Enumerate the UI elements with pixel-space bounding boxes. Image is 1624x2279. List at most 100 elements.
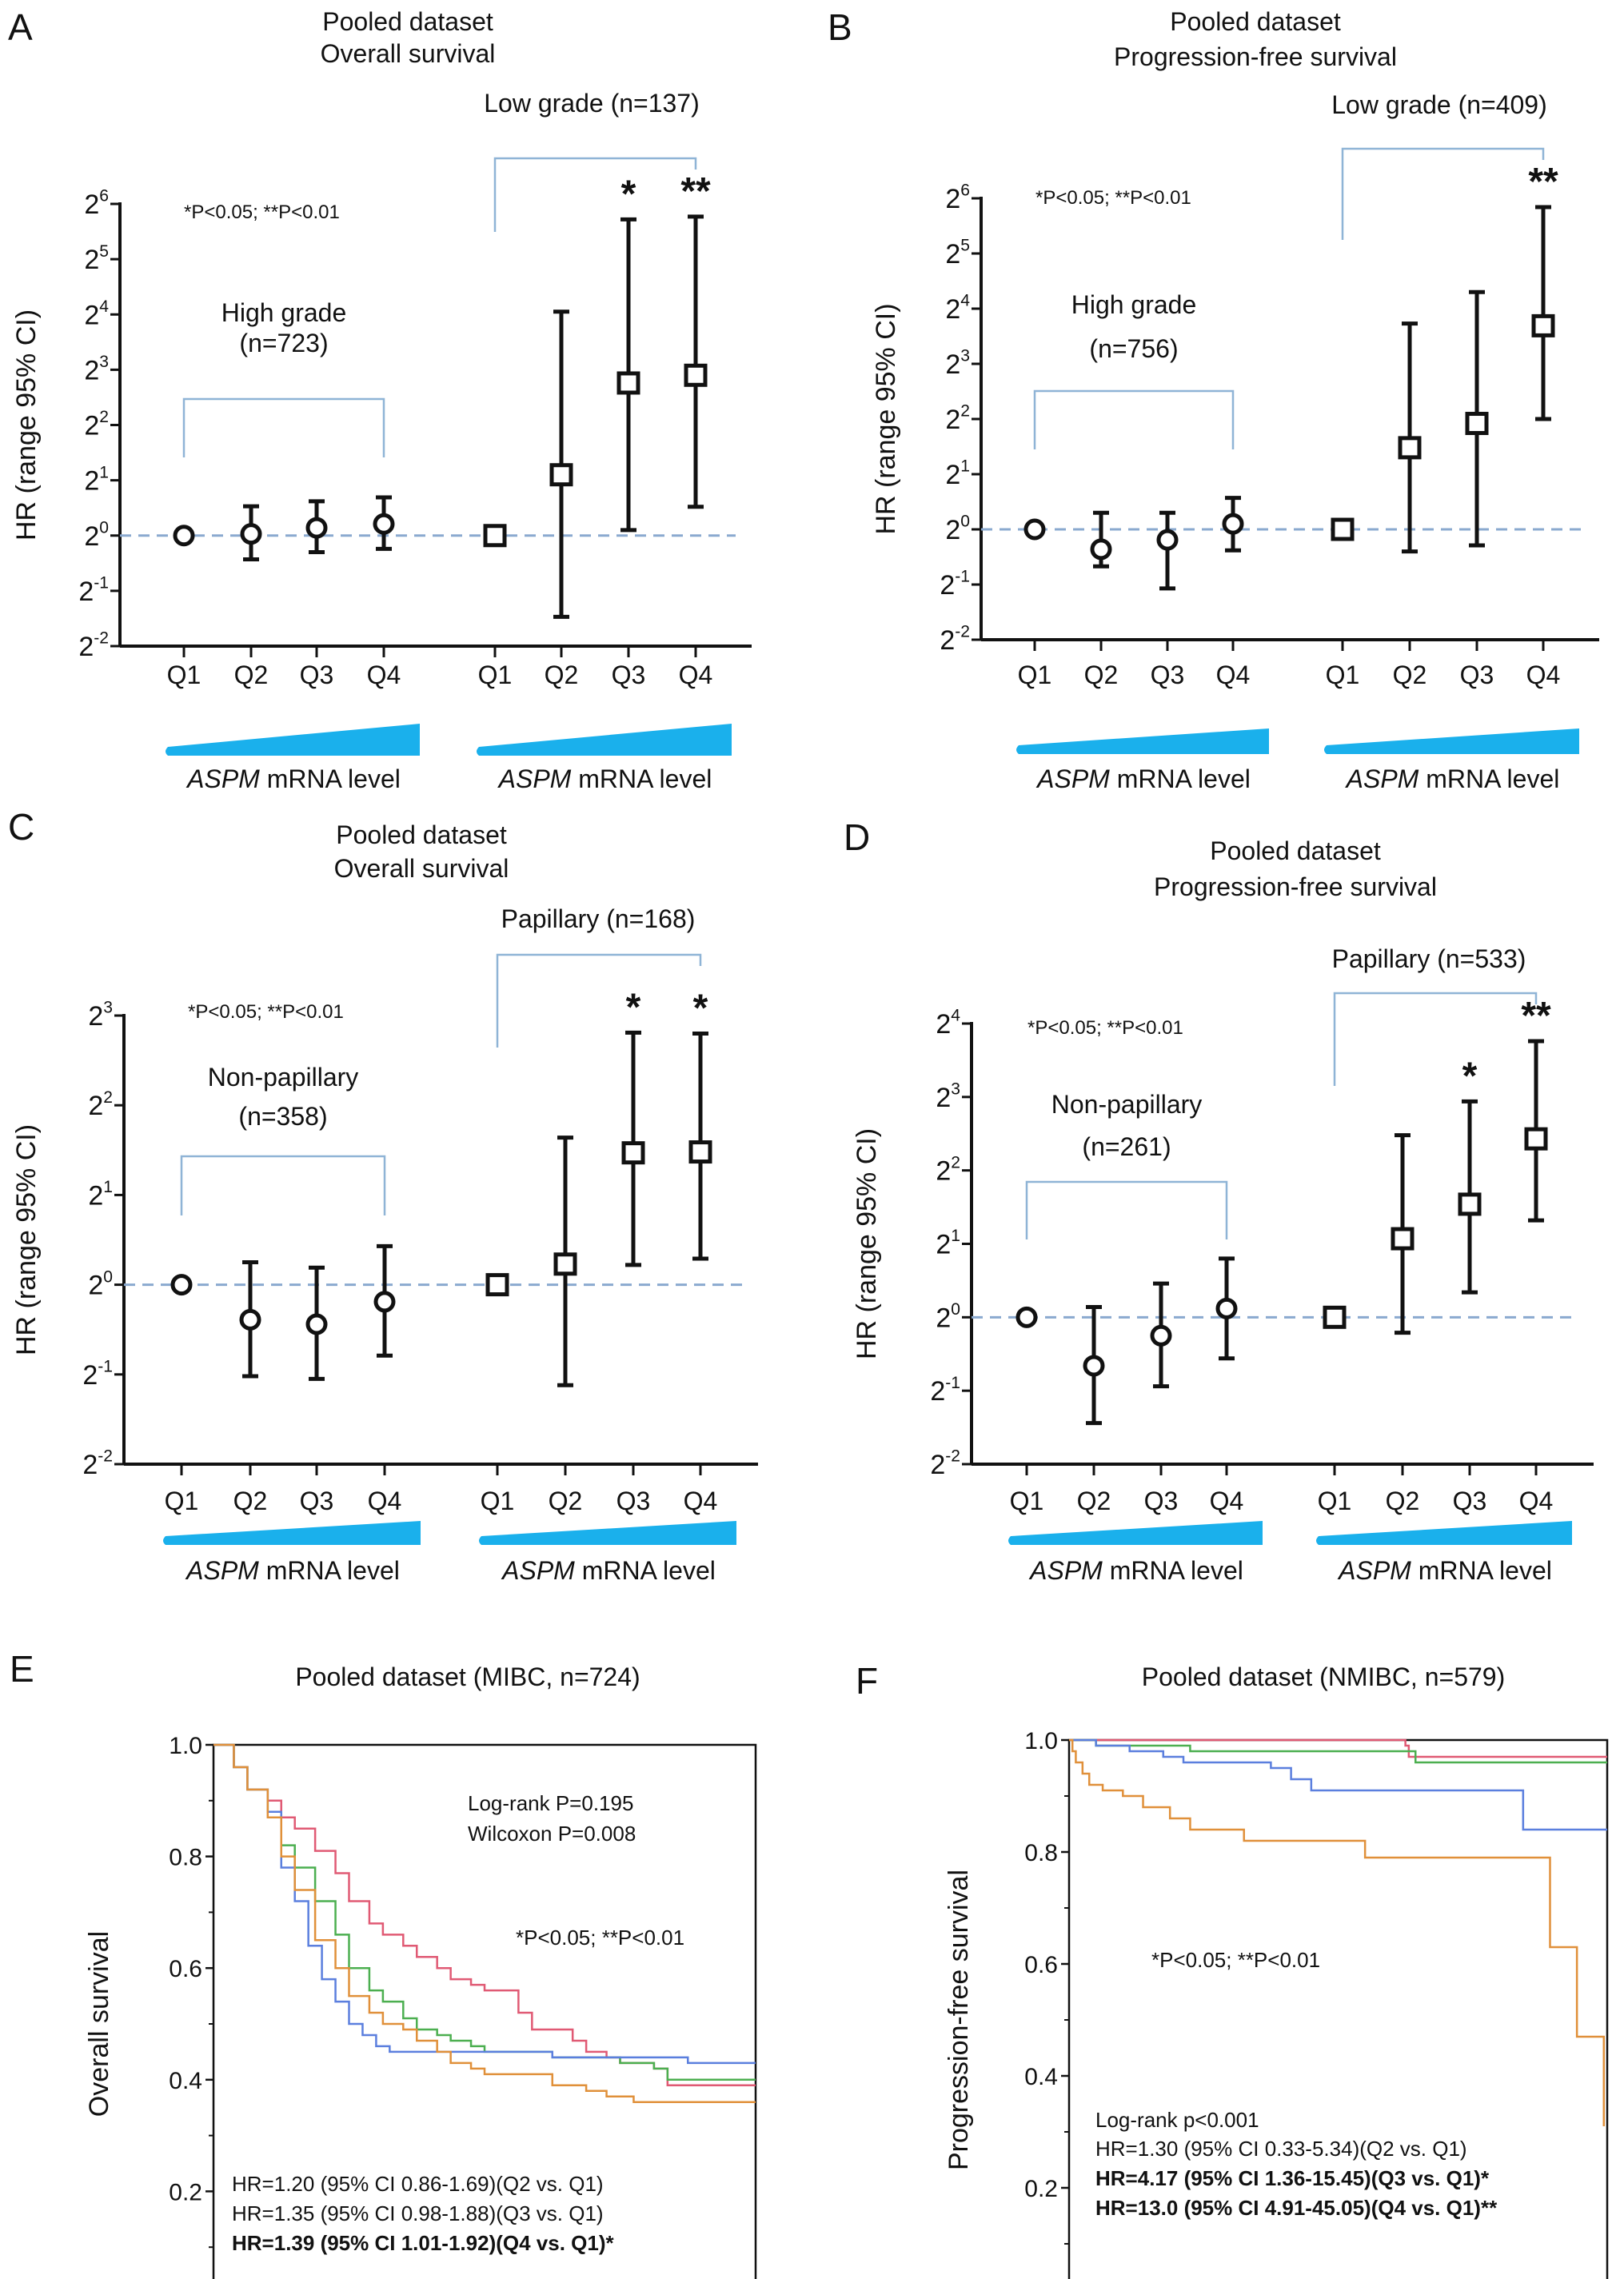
- panel-F: F Pooled dataset (NMIBC, n=579) Progressio…: [856, 1660, 1609, 2279]
- y-tick-label: 22: [84, 408, 109, 441]
- hr-annotation: HR=1.20 (95% CI 0.86-1.69)(Q2 vs. Q1): [232, 2172, 604, 2196]
- km-curve-q1: [1069, 1738, 1607, 1758]
- hr-point-circle: [240, 523, 262, 545]
- x-tick-label: Q1: [1326, 661, 1360, 689]
- hr-point-circle: [1215, 1297, 1238, 1319]
- panel-title-line-2: Overall survival: [334, 854, 509, 883]
- panel-E: E Pooled dataset (MIBC, n=724) Overall sur…: [10, 1648, 757, 2279]
- panel-title-line-2: Overall survival: [321, 39, 496, 68]
- significance-star: **: [1528, 161, 1558, 203]
- y-tick-label: 20: [945, 513, 970, 545]
- y-tick-label: 1.0: [1024, 1728, 1058, 1754]
- gene-name: ASPM: [185, 1556, 259, 1585]
- panel-letter: E: [10, 1648, 34, 1690]
- hr-annotation: HR=1.39 (95% CI 1.01-1.92)(Q4 vs. Q1)*: [232, 2231, 615, 2255]
- hr-point-square: [1398, 436, 1422, 460]
- y-tick-label: 24: [936, 1007, 960, 1040]
- panel-A: A Pooled dataset Overall survival HR (range…: [8, 6, 752, 793]
- gradient-label-rest: mRNA level: [1103, 1556, 1243, 1585]
- mrna-gradient-wedge: [479, 1521, 736, 1545]
- y-tick-label: 22: [936, 1153, 960, 1186]
- mrna-gradient-wedge: [163, 1521, 421, 1545]
- panel-letter: C: [8, 806, 34, 848]
- hr-point-circle: [373, 513, 395, 535]
- stats-text: Log-rank p<0.001: [1095, 2108, 1259, 2132]
- gene-name: ASPM: [1337, 1556, 1411, 1585]
- hr-point-circle: [239, 1308, 261, 1331]
- y-tick-label: 2-1: [940, 568, 970, 601]
- group-bracket: [1333, 992, 1538, 1086]
- mrna-gradient-wedge: [1008, 1521, 1263, 1545]
- x-tick-label: Q3: [1453, 1487, 1487, 1515]
- y-axis-label: HR (range 95% CI): [852, 1128, 882, 1359]
- group-label: Papillary (n=168): [501, 904, 696, 933]
- y-tick-label: 23: [936, 1080, 960, 1113]
- y-tick-label: 26: [84, 187, 109, 220]
- y-tick-label: 25: [84, 242, 109, 275]
- hr-point-circle: [1150, 1324, 1172, 1347]
- gradient-label: ASPM mRNA level: [1337, 1556, 1552, 1585]
- stats-text: Log-rank P=0.195: [468, 1791, 633, 1815]
- y-tick-label: 2-1: [82, 1358, 113, 1391]
- significance-star: **: [680, 170, 711, 213]
- km-curve-q4: [213, 1743, 756, 2103]
- hr-annotation: HR=4.17 (95% CI 1.36-15.45)(Q3 vs. Q1)*: [1095, 2166, 1490, 2190]
- hr-point-circle: [170, 1274, 193, 1296]
- significance-star: *: [621, 173, 636, 215]
- hr-point-square: [616, 371, 640, 395]
- x-tick-label: Q2: [1393, 661, 1427, 689]
- group-bracket: [1341, 147, 1545, 240]
- hr-point-square: [688, 1140, 712, 1164]
- gradient-label: ASPM mRNA level: [1035, 764, 1251, 793]
- panel-letter: D: [844, 816, 870, 858]
- x-tick-label: Q1: [481, 1487, 515, 1515]
- hr-point-square: [1465, 412, 1489, 436]
- significance-note: *P<0.05; **P<0.01: [1035, 187, 1191, 209]
- panel-D: D Pooled dataset Progression-free survival…: [844, 816, 1594, 1585]
- gradient-label-rest: mRNA level: [1419, 764, 1559, 793]
- y-tick-label: 24: [945, 292, 970, 325]
- mrna-gradient-wedge: [1016, 728, 1269, 754]
- y-tick-label: 21: [84, 463, 109, 496]
- y-tick-label: 2-2: [930, 1447, 960, 1480]
- y-tick-label: 23: [84, 353, 109, 385]
- hr-point-square: [1331, 517, 1355, 541]
- hr-annotation: HR=13.0 (95% CI 4.91-45.05)(Q4 vs. Q1)**: [1095, 2196, 1498, 2220]
- panel-title: Pooled dataset (MIBC, n=724): [295, 1662, 640, 1691]
- gradient-label-rest: mRNA level: [1411, 1556, 1552, 1585]
- group-label-line-1: Non-papillary: [1051, 1090, 1203, 1119]
- y-tick-label: 22: [88, 1088, 113, 1121]
- y-tick-label: 0.4: [169, 2068, 202, 2094]
- gene-name: ASPM: [1035, 764, 1110, 793]
- gradient-label-rest: mRNA level: [259, 1556, 400, 1585]
- x-tick-label: Q3: [616, 1487, 651, 1515]
- panel-title-line-1: Pooled dataset: [336, 820, 507, 849]
- y-tick-label: 0.4: [1024, 2064, 1058, 2090]
- gradient-label: ASPM mRNA level: [501, 1556, 716, 1585]
- hr-point-circle: [1156, 529, 1179, 551]
- group-bracket: [496, 953, 702, 1048]
- panel-title-line-1: Pooled dataset: [1170, 7, 1341, 36]
- y-tick-label: 0.6: [1024, 1952, 1058, 1978]
- mrna-gradient-wedge: [1316, 1521, 1572, 1545]
- y-tick-label: 20: [84, 518, 109, 551]
- group-label-line-2: (n=261): [1082, 1132, 1171, 1161]
- y-tick-label: 0.2: [169, 2179, 202, 2205]
- gradient-label: ASPM mRNA level: [1345, 764, 1560, 793]
- significance-note: *P<0.05; **P<0.01: [184, 202, 340, 223]
- y-tick-label: 1.0: [169, 1733, 202, 1759]
- x-tick-label: Q2: [1077, 1487, 1111, 1515]
- significance-note: *P<0.05; **P<0.01: [1027, 1017, 1183, 1039]
- panel-letter: A: [8, 6, 33, 48]
- x-tick-label: Q4: [1519, 1487, 1554, 1515]
- x-tick-label: Q2: [1084, 661, 1119, 689]
- y-axis-label: HR (range 95% CI): [11, 309, 42, 541]
- x-tick-label: Q1: [165, 1487, 199, 1515]
- hr-point-square: [621, 1141, 645, 1165]
- group-bracket: [182, 397, 385, 457]
- x-tick-label: Q1: [1018, 661, 1052, 689]
- significance-note: *P<0.05; **P<0.01: [516, 1926, 684, 1950]
- x-tick-label: Q1: [1010, 1487, 1044, 1515]
- group-label-line-2: (n=723): [239, 329, 328, 357]
- group-label-line-1: High grade: [221, 298, 347, 327]
